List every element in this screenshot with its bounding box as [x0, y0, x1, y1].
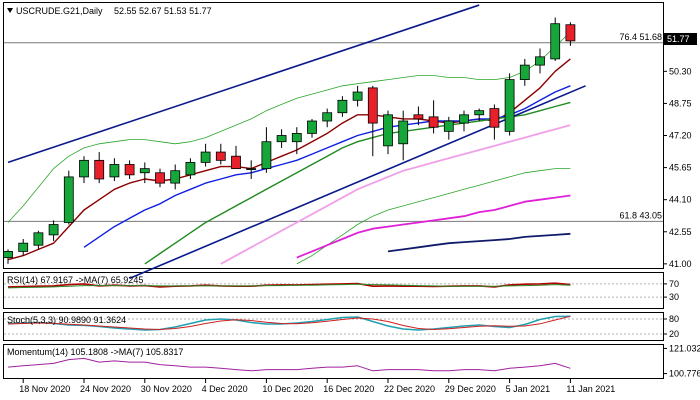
rsi-ytick-label-1: 30 [669, 292, 679, 302]
xtick-label-5: 16 Dec 2020 [323, 384, 374, 394]
xtick-label-4: 10 Dec 2020 [262, 384, 313, 394]
rsi-pane-frame [3, 272, 664, 309]
candle-body-31 [474, 110, 485, 116]
candle-body-22 [337, 99, 348, 114]
moving-average-line-3 [220, 124, 571, 265]
xtick-label-6: 22 Dec 2020 [384, 384, 435, 394]
candle-body-1 [18, 242, 29, 252]
rsi-series-1 [7, 283, 571, 289]
main-ytick-label-1: 48.75 [669, 98, 692, 108]
candle-body-9 [139, 168, 150, 174]
xtick-label-3: 4 Dec 2020 [202, 384, 248, 394]
fib-label-1: 61.8 43.05 [619, 210, 662, 220]
chart-symbol: USCRUDE.G21,Daily [16, 6, 103, 16]
momentum-ytick-label-0: 121.0329 [669, 343, 700, 353]
candle-body-17 [261, 141, 272, 170]
main-ytick-label-3: 45.65 [669, 163, 692, 173]
chart-header-triangle-icon [7, 8, 13, 13]
stoch-title: Stoch(5,3,3) 90.9890 91.3624 [7, 315, 126, 325]
xtick-label-9: 11 Jan 2021 [566, 384, 615, 394]
candle-body-7 [109, 164, 120, 178]
candle-body-16 [246, 168, 257, 171]
momentum-title: Momentum(14) 105.1808 ->MA(7) 105.8317 [7, 347, 183, 357]
candle-body-34 [519, 64, 530, 81]
moving-average-line-2 [144, 101, 571, 265]
fib-label-0: 76.4 51.68 [619, 32, 662, 42]
candle-body-29 [443, 120, 454, 132]
momentum-pane-frame [3, 344, 664, 379]
candle-body-35 [535, 56, 545, 66]
candle-body-5 [79, 159, 89, 178]
price-badge: 51.77 [667, 34, 690, 44]
xtick-label-1: 24 Nov 2020 [80, 384, 131, 394]
main-ytick-label-5: 42.55 [669, 227, 692, 237]
channel-upper-line [7, 4, 480, 164]
momentum-ytick-label-1: 100.7767 [669, 369, 700, 379]
main-ytick-label-0: 50.30 [669, 66, 692, 76]
candle-body-19 [291, 133, 302, 143]
candle-body-6 [94, 159, 105, 180]
xtick-label-8: 5 Jan 2021 [506, 384, 551, 394]
candle-body-8 [124, 164, 135, 176]
candle-body-0 [3, 251, 13, 259]
candle-body-25 [383, 114, 393, 147]
candle-body-27 [413, 114, 424, 120]
candle-body-2 [33, 232, 44, 246]
candle-body-28 [428, 116, 439, 128]
main-ytick-label-4: 44.10 [669, 195, 692, 205]
candle-body-14 [215, 151, 226, 161]
candle-body-21 [322, 112, 333, 122]
candle-body-15 [231, 155, 241, 170]
candle-body-10 [155, 172, 165, 184]
bollinger-upper-line [7, 31, 571, 223]
candle-body-11 [170, 170, 181, 184]
rsi-title: RSI(14) 67.9167 ->MA(7) 65.9245 [7, 275, 143, 285]
candle-body-30 [459, 114, 469, 124]
candle-body-20 [307, 120, 317, 134]
candle-body-23 [352, 91, 363, 101]
candle-body-4 [63, 176, 74, 223]
candle-body-37 [565, 24, 576, 42]
xtick-label-7: 29 Dec 2020 [445, 384, 496, 394]
stoch-series-1 [7, 315, 571, 330]
candle-body-32 [489, 108, 500, 128]
candle-body-3 [48, 224, 59, 236]
price-badge-bg [664, 33, 697, 45]
main-ytick-label-6: 41.00 [669, 259, 692, 269]
stoch-pane-frame [3, 312, 664, 341]
xtick-label-2: 30 Nov 2020 [141, 384, 192, 394]
xtick-label-0: 18 Nov 2020 [19, 384, 70, 394]
chart-ohlc: 52.55 52.67 51.53 51.77 [114, 6, 212, 16]
moving-average-line-4 [296, 194, 571, 259]
candle-body-36 [550, 23, 561, 60]
candle-body-13 [200, 151, 211, 163]
candle-body-18 [276, 135, 287, 143]
candle-body-26 [398, 120, 409, 145]
candle-body-12 [185, 162, 196, 176]
candle-body-33 [504, 79, 515, 132]
stoch-ytick-label-1: 20 [669, 329, 679, 339]
moving-average-line-5 [387, 232, 571, 253]
stoch-ytick-label-0: 80 [669, 314, 679, 324]
bollinger-lower-line [296, 168, 571, 265]
main-ytick-label-2: 47.20 [669, 131, 692, 141]
rsi-ytick-label-0: 70 [669, 279, 679, 289]
candle-body-24 [367, 87, 378, 124]
momentum-series-0 [7, 357, 571, 372]
